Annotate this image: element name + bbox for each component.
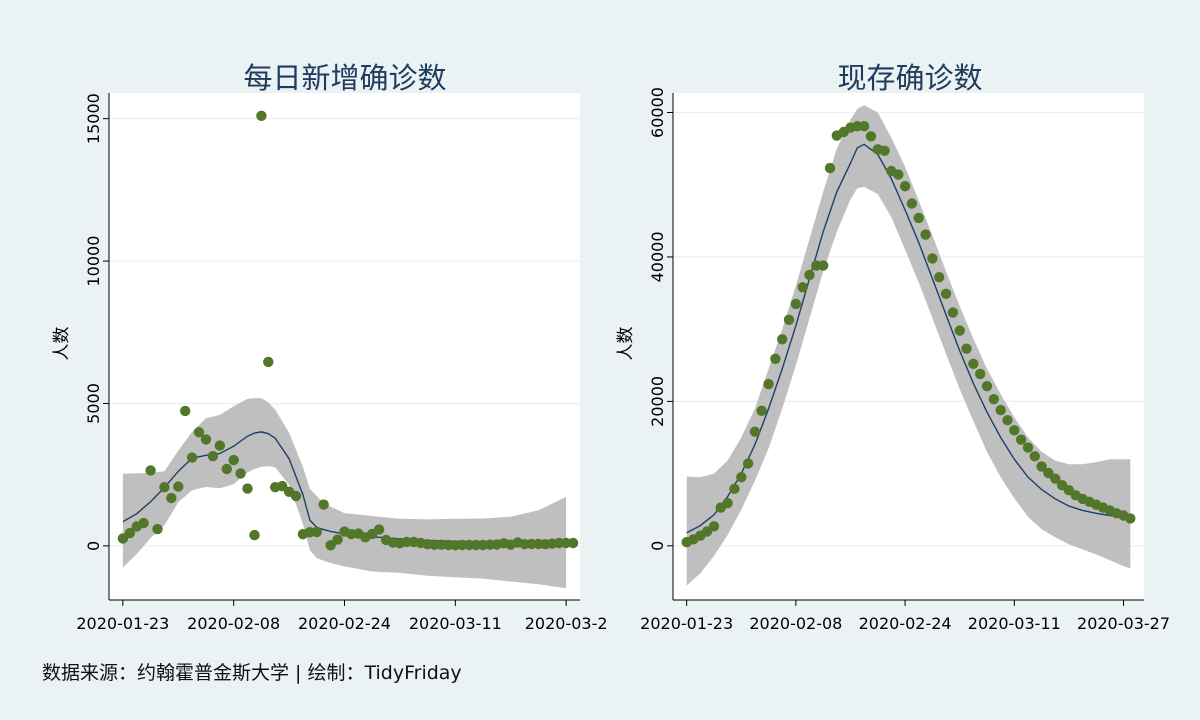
data-point — [783, 314, 795, 325]
data-point — [804, 269, 815, 281]
data-point — [981, 381, 993, 392]
data-point — [1015, 434, 1027, 445]
data-point — [200, 434, 212, 445]
y-tick-label: 0 — [648, 541, 667, 551]
x-tick-label: 2020-03-11 — [409, 614, 502, 633]
data-point — [988, 394, 999, 405]
data-point — [263, 356, 274, 368]
data-point — [180, 405, 191, 417]
data-point — [152, 523, 163, 535]
data-point — [214, 440, 225, 451]
x-tick-label: 2020-02-08 — [187, 614, 280, 633]
data-point — [256, 110, 267, 122]
data-point — [975, 368, 986, 380]
data-point — [221, 463, 232, 475]
data-point — [947, 307, 959, 318]
data-point — [961, 343, 972, 354]
chart-panel-2: 0 20000 40000 60000 2020-01-23 2020-02-08 2020… — [616, 61, 1170, 633]
data-point — [290, 490, 302, 502]
x-tick-label: 2020-02-08 — [749, 614, 842, 633]
data-point — [242, 483, 253, 494]
data-point — [708, 521, 720, 532]
data-point — [124, 527, 135, 539]
data-point — [325, 540, 336, 551]
data-point — [763, 378, 774, 390]
data-point — [797, 282, 808, 293]
data-point — [228, 454, 239, 466]
chart-title: 现存确诊数 — [837, 61, 982, 95]
y-tick-label: 0 — [84, 541, 103, 551]
data-point — [1043, 467, 1054, 479]
data-point — [145, 465, 156, 476]
data-point — [193, 427, 205, 438]
data-point — [173, 481, 184, 492]
data-point — [1036, 461, 1047, 472]
data-point — [777, 334, 788, 345]
data-point — [318, 499, 329, 510]
x-tick-label: 2020-03-11 — [968, 614, 1061, 633]
data-point — [940, 288, 952, 299]
data-point — [235, 468, 246, 479]
data-point — [865, 131, 877, 142]
data-point — [824, 162, 836, 174]
y-tick-label: 5000 — [84, 383, 103, 424]
y-tick-label: 40000 — [648, 231, 667, 282]
data-point — [1009, 425, 1020, 436]
data-point — [899, 181, 911, 192]
data-point — [311, 526, 322, 538]
data-point — [790, 298, 802, 310]
data-point — [1125, 513, 1136, 524]
data-point — [186, 452, 198, 463]
y-tick-label: 15000 — [84, 93, 103, 144]
data-point — [920, 229, 931, 240]
data-point — [934, 272, 945, 283]
data-point — [138, 517, 149, 529]
data-point — [249, 529, 260, 541]
x-tick-label: 2020-03-2 — [525, 614, 608, 633]
x-tick-label: 2020-02-24 — [298, 614, 391, 633]
x-tick-label: 2020-02-24 — [859, 614, 952, 633]
data-point — [729, 483, 740, 494]
data-point — [1002, 415, 1013, 426]
data-point — [756, 405, 767, 416]
data-point — [277, 480, 288, 492]
y-axis-label: 人数 — [616, 327, 636, 361]
y-axis-label: 人数 — [52, 327, 72, 361]
data-point — [749, 426, 761, 437]
fit-line — [686, 143, 1131, 534]
data-point — [1029, 451, 1041, 462]
data-point — [1050, 473, 1061, 484]
data-point — [166, 492, 177, 504]
y-tick-label: 20000 — [648, 376, 667, 427]
data-point — [858, 121, 870, 132]
chart-title: 每日新增确诊数 — [243, 61, 446, 95]
data-point — [913, 212, 924, 224]
data-point — [995, 404, 1006, 416]
data-point — [906, 198, 918, 209]
data-point — [722, 498, 733, 509]
x-tick-label: 2020-01-23 — [640, 614, 733, 633]
data-point — [954, 325, 965, 336]
data-point — [1022, 442, 1034, 453]
x-tick-label: 2020-03-27 — [1077, 614, 1170, 633]
data-point — [770, 353, 781, 364]
data-point — [893, 169, 904, 180]
data-point — [927, 253, 938, 264]
data-point — [742, 458, 754, 469]
data-point — [332, 534, 343, 545]
chart-panel-1: 0 5000 10000 15000 2020-01-23 2020-02-08 2020-… — [52, 61, 608, 633]
source-caption: 数据来源：约翰霍普金斯大学 | 绘制：TidyFriday — [42, 662, 462, 684]
data-point — [207, 451, 219, 462]
data-point — [373, 524, 385, 535]
data-point — [879, 145, 890, 156]
data-point — [159, 482, 170, 493]
data-point — [567, 537, 579, 549]
x-tick-label: 2020-01-23 — [76, 614, 169, 633]
data-point — [818, 260, 829, 271]
data-point — [968, 358, 979, 369]
y-tick-label: 10000 — [84, 236, 103, 287]
y-tick-label: 60000 — [648, 87, 667, 138]
data-point — [736, 472, 747, 483]
